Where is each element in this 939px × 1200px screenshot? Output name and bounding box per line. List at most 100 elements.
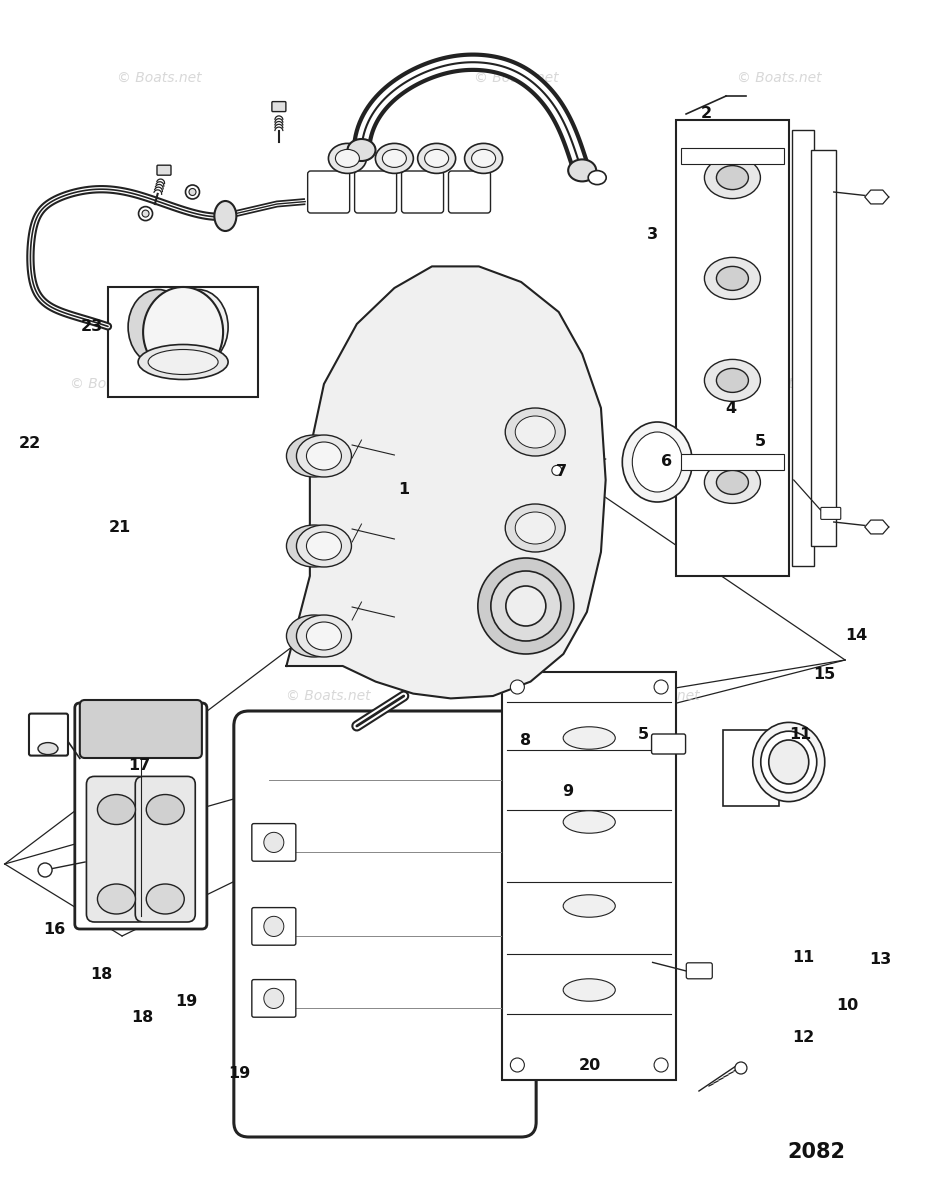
Text: 18: 18 xyxy=(131,1010,154,1025)
Ellipse shape xyxy=(286,434,342,476)
Circle shape xyxy=(506,586,546,626)
Text: 15: 15 xyxy=(813,667,836,682)
Text: 22: 22 xyxy=(19,437,41,451)
Ellipse shape xyxy=(753,722,824,802)
Ellipse shape xyxy=(306,532,342,560)
Text: 3: 3 xyxy=(647,227,658,241)
FancyBboxPatch shape xyxy=(86,776,146,922)
Ellipse shape xyxy=(716,368,748,392)
Text: 19: 19 xyxy=(175,995,197,1009)
FancyBboxPatch shape xyxy=(252,823,296,862)
Bar xyxy=(792,130,814,566)
Ellipse shape xyxy=(297,526,351,566)
Ellipse shape xyxy=(516,416,555,448)
Text: 19: 19 xyxy=(228,1067,251,1081)
Ellipse shape xyxy=(516,602,555,634)
Ellipse shape xyxy=(347,139,376,161)
Ellipse shape xyxy=(505,408,565,456)
Text: 10: 10 xyxy=(836,998,858,1013)
Text: 21: 21 xyxy=(109,521,131,535)
FancyBboxPatch shape xyxy=(157,166,171,175)
Text: 11: 11 xyxy=(789,727,811,742)
FancyBboxPatch shape xyxy=(449,170,490,214)
Ellipse shape xyxy=(264,989,284,1008)
Bar xyxy=(676,120,789,576)
Text: 9: 9 xyxy=(562,785,574,799)
Text: 1: 1 xyxy=(398,482,409,497)
FancyBboxPatch shape xyxy=(135,776,195,922)
Ellipse shape xyxy=(286,614,342,658)
Ellipse shape xyxy=(168,289,228,365)
Ellipse shape xyxy=(505,504,565,552)
Ellipse shape xyxy=(143,287,223,377)
Text: 23: 23 xyxy=(81,319,103,334)
Circle shape xyxy=(491,571,561,641)
Text: 13: 13 xyxy=(870,953,892,967)
Text: 5: 5 xyxy=(755,434,766,449)
Ellipse shape xyxy=(716,470,748,494)
FancyBboxPatch shape xyxy=(686,962,713,979)
Text: © Boats.net: © Boats.net xyxy=(117,71,202,85)
Bar xyxy=(681,454,784,470)
FancyBboxPatch shape xyxy=(75,703,207,929)
Polygon shape xyxy=(286,266,606,698)
Ellipse shape xyxy=(38,743,58,755)
Ellipse shape xyxy=(306,622,342,650)
Ellipse shape xyxy=(146,794,184,824)
Text: 20: 20 xyxy=(578,1058,601,1073)
Ellipse shape xyxy=(704,461,761,504)
Ellipse shape xyxy=(424,150,449,168)
Bar xyxy=(108,287,258,397)
Ellipse shape xyxy=(148,349,218,374)
Ellipse shape xyxy=(761,731,817,793)
Text: © Boats.net: © Boats.net xyxy=(737,71,822,85)
Circle shape xyxy=(511,680,524,694)
Ellipse shape xyxy=(471,150,496,168)
Circle shape xyxy=(38,863,52,877)
Ellipse shape xyxy=(704,257,761,299)
Ellipse shape xyxy=(297,614,351,658)
FancyBboxPatch shape xyxy=(402,170,443,214)
Ellipse shape xyxy=(376,144,413,174)
Ellipse shape xyxy=(418,144,455,174)
Circle shape xyxy=(654,1058,668,1072)
Circle shape xyxy=(735,1062,747,1074)
Ellipse shape xyxy=(704,156,761,198)
Ellipse shape xyxy=(264,917,284,936)
FancyBboxPatch shape xyxy=(234,710,536,1138)
Ellipse shape xyxy=(98,884,135,914)
FancyBboxPatch shape xyxy=(80,700,202,758)
Text: © Boats.net: © Boats.net xyxy=(70,377,155,391)
Text: 17: 17 xyxy=(128,758,150,773)
Ellipse shape xyxy=(704,360,761,401)
Bar xyxy=(681,148,784,164)
FancyBboxPatch shape xyxy=(355,170,396,214)
Bar xyxy=(810,150,836,546)
Ellipse shape xyxy=(186,185,199,199)
Circle shape xyxy=(478,558,574,654)
Ellipse shape xyxy=(98,794,135,824)
Circle shape xyxy=(511,1058,524,1072)
Ellipse shape xyxy=(214,202,237,230)
Ellipse shape xyxy=(516,512,555,544)
Polygon shape xyxy=(865,520,888,534)
Text: 6: 6 xyxy=(661,455,672,469)
Text: 7: 7 xyxy=(556,464,567,479)
Text: 14: 14 xyxy=(845,629,868,643)
Ellipse shape xyxy=(128,289,188,365)
Ellipse shape xyxy=(329,144,366,174)
FancyBboxPatch shape xyxy=(252,907,296,946)
Ellipse shape xyxy=(264,833,284,852)
FancyBboxPatch shape xyxy=(821,508,840,520)
Ellipse shape xyxy=(335,150,360,168)
Ellipse shape xyxy=(382,150,407,168)
Ellipse shape xyxy=(588,170,607,185)
Ellipse shape xyxy=(568,160,596,181)
Ellipse shape xyxy=(563,895,615,917)
Ellipse shape xyxy=(716,266,748,290)
Text: 18: 18 xyxy=(90,967,113,982)
Polygon shape xyxy=(865,190,888,204)
Ellipse shape xyxy=(148,289,208,365)
Ellipse shape xyxy=(465,144,502,174)
Text: 4: 4 xyxy=(725,401,736,415)
